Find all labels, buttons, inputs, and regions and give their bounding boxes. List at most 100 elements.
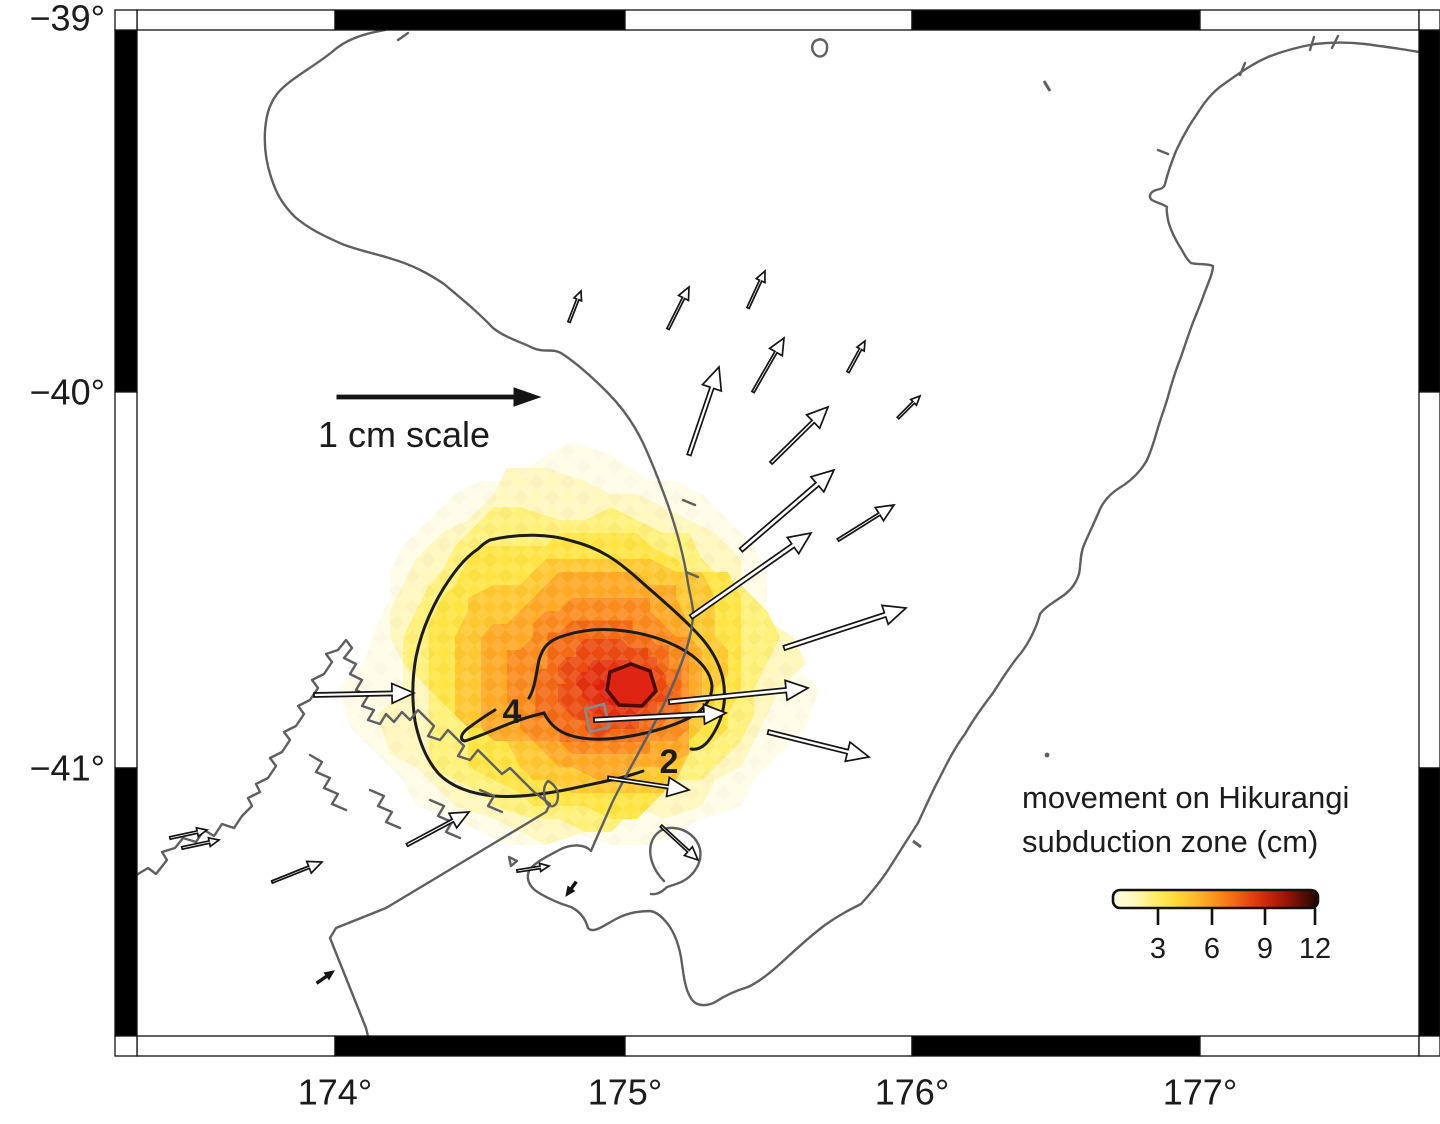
- legend-tick-label: 12: [1299, 933, 1331, 965]
- coastline-spur: [684, 570, 700, 579]
- coastline-sounds-detail: [368, 788, 402, 830]
- island: [507, 855, 519, 868]
- frame-top-segment: [136, 9, 336, 31]
- displacement-arrow: [766, 728, 872, 763]
- displacement-arrow: [686, 365, 723, 457]
- scale-arrow: [336, 387, 542, 407]
- frame-corner: [114, 1035, 138, 1057]
- latitude-label: −39°: [30, 0, 105, 39]
- frame-top-segment: [334, 9, 626, 31]
- frame-top-segment: [911, 9, 1201, 31]
- coastline-spur: [1238, 61, 1247, 77]
- coastline-spur: [681, 498, 697, 507]
- displacement-arrow: [515, 862, 552, 874]
- islet-fleck: [1042, 80, 1052, 92]
- gps-displacement-vectors: [168, 269, 922, 985]
- displacement-arrow: [180, 836, 222, 851]
- displacement-arrow: [593, 703, 729, 726]
- slip-heatmap-pixel-texture: [338, 442, 819, 845]
- longitude-label: 174°: [298, 1072, 372, 1113]
- displacement-arrow: [836, 503, 896, 543]
- scale-label: 1 cm scale: [318, 414, 490, 455]
- displacement-arrow: [750, 336, 786, 394]
- displacement-arrow: [895, 394, 922, 421]
- frame-corner: [114, 9, 138, 31]
- displacement-arrow: [665, 285, 690, 331]
- coastline-wellington-harbour: [649, 826, 702, 896]
- displacement-arrow: [745, 269, 766, 310]
- contour-labels: 42: [503, 693, 679, 781]
- islet-fleck: [912, 839, 922, 849]
- displacement-arrow: [768, 405, 830, 466]
- coastline-sounds-detail: [478, 788, 504, 814]
- longitude-label: 175°: [588, 1072, 662, 1113]
- displacement-arrow: [566, 289, 583, 324]
- islet-fleck: [1044, 752, 1050, 758]
- longitude-label: 177°: [1163, 1072, 1237, 1113]
- scale-annotation: 1 cm scale: [318, 387, 542, 455]
- coastline-spur: [1330, 34, 1340, 50]
- frame-bottom-segment: [334, 1035, 626, 1057]
- frame-top-segment: [1199, 9, 1420, 31]
- displacement-arrow: [782, 604, 908, 652]
- displacement-arrow: [168, 826, 210, 841]
- contour-label: 4: [503, 693, 522, 731]
- legend-title-line2: subduction zone (cm): [1022, 824, 1318, 859]
- displacement-arrow: [659, 823, 700, 862]
- coastline-spur: [1308, 35, 1316, 52]
- latitude-label: −41°: [30, 748, 105, 789]
- contour-4cm: [460, 628, 714, 743]
- legend-tick-label: 9: [1257, 933, 1273, 965]
- island: [542, 779, 560, 808]
- coastline-sounds-detail: [428, 798, 462, 840]
- station-marker-square: [583, 702, 611, 734]
- legend-tick-label: 3: [1150, 933, 1166, 965]
- legend: movement on Hikurangi subduction zone (c…: [1022, 780, 1349, 965]
- island: [811, 38, 829, 58]
- coastline-spur: [1156, 148, 1170, 156]
- displacement-arrow: [667, 679, 811, 706]
- map-frame: [114, 9, 1440, 1057]
- legend-title-line1: movement on Hikurangi: [1022, 780, 1349, 815]
- coastline-spur: [396, 31, 410, 42]
- contour-2cm: [411, 533, 727, 798]
- coastline-north-island: [263, 30, 1419, 1007]
- frame-corner: [1418, 1035, 1440, 1057]
- latitude-label: −40°: [30, 372, 105, 413]
- coastline-sounds-detail: [308, 753, 348, 812]
- frame-bottom-segment: [136, 1035, 336, 1057]
- displacement-arrow: [405, 811, 471, 848]
- frame-right-segment: [1418, 767, 1440, 1037]
- ocean-background: [137, 30, 1419, 1036]
- displacement-arrow: [688, 531, 813, 620]
- longitude-label: 176°: [875, 1072, 949, 1113]
- frame-corner: [1418, 9, 1440, 31]
- legend-ticks: 3 6 9 12: [1150, 908, 1331, 965]
- frame-left-segment: [114, 767, 138, 1037]
- frame-left-segment: [114, 29, 138, 393]
- legend-tick-label: 6: [1204, 933, 1220, 965]
- displacement-arrow: [313, 682, 417, 705]
- displacement-arrow: [270, 860, 324, 885]
- displacement-arrow-solid: [565, 880, 578, 897]
- slip-contours: [411, 533, 727, 798]
- legend-colorbar: [1111, 888, 1320, 910]
- coastline-south-island: [137, 638, 552, 1036]
- coastlines: [137, 30, 1419, 1036]
- displacement-arrow: [845, 339, 866, 374]
- frame-top-segment: [624, 9, 913, 31]
- displacement-arrow: [738, 468, 836, 553]
- frame-right-segment: [1418, 391, 1440, 769]
- contour-innermost: [605, 662, 658, 708]
- contour-label: 2: [660, 743, 679, 781]
- displacement-arrow: [606, 775, 692, 798]
- frame-left-segment: [114, 391, 138, 769]
- frame-bottom-segment: [624, 1035, 913, 1057]
- displacement-arrow-solid: [315, 970, 335, 985]
- frame-bottom-segment: [1199, 1035, 1420, 1057]
- frame-bottom-segment: [911, 1035, 1201, 1057]
- axis-labels: −39° −40° −41° 174° 175° 176° 177°: [30, 0, 1238, 1113]
- slip-heatmap: [338, 442, 819, 845]
- frame-right-segment: [1418, 29, 1440, 393]
